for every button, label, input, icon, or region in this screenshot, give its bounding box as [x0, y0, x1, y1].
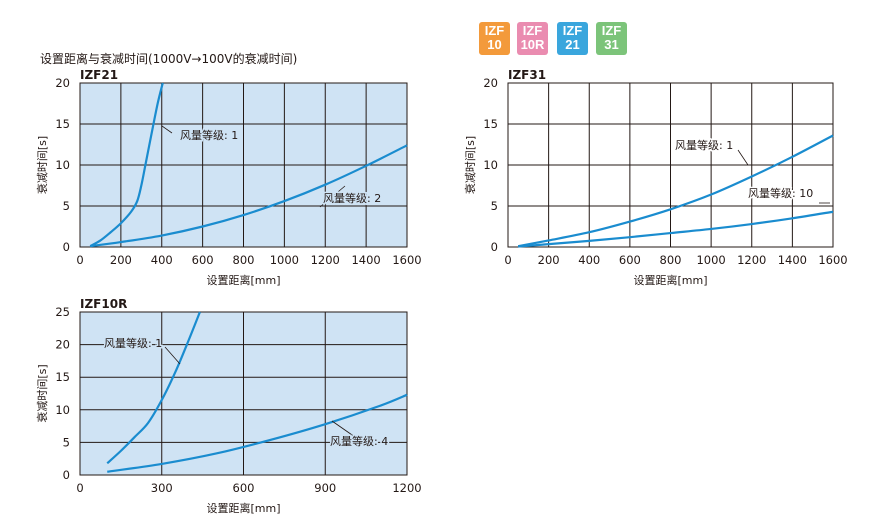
- page-title: 设置距离与衰减时间(1000V→100V的衰减时间): [40, 52, 298, 66]
- badge-izf31: IZF 31: [596, 22, 627, 55]
- series-leader-line: [331, 420, 356, 438]
- series-label: 风量等级: 2: [323, 191, 381, 205]
- x-tick-label: 1200: [311, 253, 340, 267]
- y-tick-label: 0: [63, 468, 70, 482]
- y-axis-label: 衰减时间[s]: [35, 136, 49, 194]
- x-tick-label: 1400: [351, 253, 380, 267]
- series-leader-line: [161, 125, 173, 134]
- y-tick-label: 5: [63, 199, 70, 213]
- series-line: [518, 210, 834, 248]
- chart-title: IZF10R: [80, 297, 127, 311]
- y-tick-label: 20: [483, 76, 498, 90]
- chart-title: IZF31: [508, 68, 546, 82]
- y-tick-label: 0: [63, 240, 70, 254]
- x-tick-label: 600: [192, 253, 214, 267]
- chart-title: IZF21: [80, 68, 118, 82]
- x-tick-label: 0: [76, 481, 83, 495]
- badge-izf21-line1: IZF: [562, 23, 583, 38]
- x-tick-label: 1600: [818, 253, 847, 267]
- x-tick-label: 800: [660, 253, 682, 267]
- badge-izf10r: IZF 10R: [517, 22, 548, 55]
- y-axis-label: 衰减时间[s]: [35, 364, 49, 422]
- y-axis-label: 衰减时间[s]: [463, 136, 477, 194]
- badge-izf10r-line1: IZF: [522, 23, 543, 38]
- chart-izf21: 0 200 400 600 800 1000 1200 1400 1600 0 5 10 15 20 IZF…: [35, 68, 422, 287]
- x-tick-label: 1200: [737, 253, 766, 267]
- x-tick-label: 1000: [696, 253, 725, 267]
- y-tick-label: 5: [491, 199, 498, 213]
- y-tick-label: 10: [55, 158, 70, 172]
- badge-izf10r-line2: 10R: [520, 37, 545, 52]
- series-line: [90, 144, 408, 248]
- badge-izf10-line2: 10: [487, 37, 502, 52]
- x-tick-label: 0: [76, 253, 83, 267]
- y-tick-label: 5: [63, 435, 70, 449]
- series-line: [89, 82, 164, 248]
- y-tick-label: 10: [55, 403, 70, 417]
- chart-izf31: 0 200 400 600 800 1000 1200 1400 1600 0 5 10 15 20 IZF…: [463, 68, 848, 287]
- x-tick-label: 1600: [392, 253, 421, 267]
- x-tick-label: 800: [233, 253, 255, 267]
- badge-izf31-line2: 31: [604, 37, 619, 52]
- x-tick-label: 1200: [392, 481, 421, 495]
- x-axis-label: 设置距离[mm]: [206, 273, 280, 287]
- badge-izf21: IZF 21: [557, 22, 588, 55]
- series-leader-line: [319, 185, 346, 208]
- x-tick-label: 200: [538, 253, 560, 267]
- y-tick-label: 20: [55, 76, 70, 90]
- series-line: [107, 393, 408, 473]
- series-line: [517, 134, 834, 248]
- x-tick-label: 300: [151, 481, 173, 495]
- y-tick-label: 0: [491, 240, 498, 254]
- y-tick-label: 15: [483, 117, 498, 131]
- x-tick-label: 600: [619, 253, 641, 267]
- series-label: 风量等级: 1: [180, 128, 238, 142]
- chart-izf10r: 0 300 600 900 1200 0 5 10 15 20 25 IZF10R 设置距离[mm] 衰减…: [35, 297, 422, 515]
- x-tick-label: 1000: [270, 253, 299, 267]
- x-tick-label: 900: [314, 481, 336, 495]
- x-tick-label: 600: [233, 481, 255, 495]
- series-label: 风量等级: 1: [104, 336, 162, 350]
- series-leader-line: [164, 346, 181, 365]
- x-axis-label: 设置距离[mm]: [633, 273, 707, 287]
- x-axis-label: 设置距离[mm]: [206, 501, 280, 515]
- series-label: 风量等级: 10: [748, 186, 813, 200]
- y-tick-label: 15: [55, 117, 70, 131]
- y-tick-label: 25: [55, 305, 70, 319]
- badge-izf10-line1: IZF: [484, 23, 505, 38]
- y-tick-label: 20: [55, 338, 70, 352]
- x-tick-label: 1400: [778, 253, 807, 267]
- badge-izf31-line1: IZF: [601, 23, 622, 38]
- series-label: 风量等级: 4: [330, 434, 388, 448]
- y-tick-label: 15: [55, 370, 70, 384]
- x-tick-label: 0: [504, 253, 511, 267]
- x-tick-label: 400: [578, 253, 600, 267]
- x-tick-label: 200: [110, 253, 132, 267]
- badge-izf21-line2: 21: [565, 37, 580, 52]
- x-tick-label: 400: [151, 253, 173, 267]
- series-label: 风量等级: 1: [675, 138, 733, 152]
- series-leader-line: [737, 149, 749, 166]
- badge-izf10: IZF 10: [479, 22, 510, 55]
- series-line: [106, 311, 201, 465]
- y-tick-label: 10: [483, 158, 498, 172]
